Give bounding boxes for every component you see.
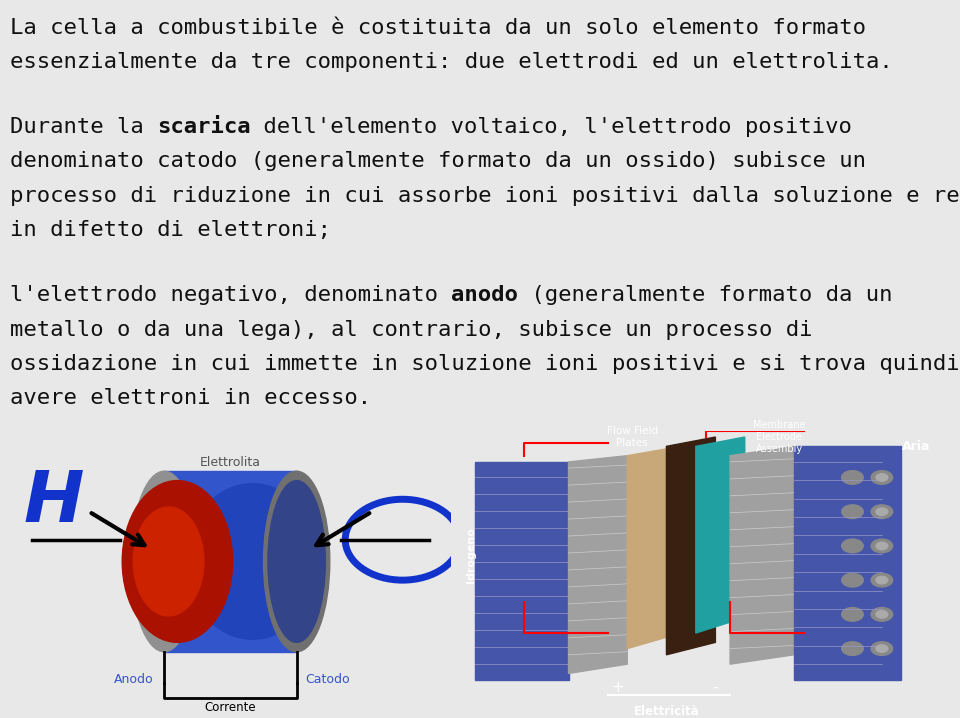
Text: in difetto di elettroni;: in difetto di elettroni;: [10, 220, 330, 241]
Ellipse shape: [122, 480, 232, 643]
Text: processo di riduzione in cui assorbe ioni positivi dalla soluzione e resta: processo di riduzione in cui assorbe ion…: [10, 186, 960, 206]
Polygon shape: [696, 437, 745, 633]
Polygon shape: [568, 456, 627, 673]
Ellipse shape: [131, 471, 198, 652]
Text: Membrane
Electrode
Assembly: Membrane Electrode Assembly: [753, 421, 805, 454]
Circle shape: [842, 573, 863, 587]
Ellipse shape: [263, 471, 330, 652]
Text: La cella a combustibile è costituita da un solo elemento formato: La cella a combustibile è costituita da …: [10, 18, 866, 38]
Text: ossidazione in cui immette in soluzione ioni positivi e si trova quindi ad: ossidazione in cui immette in soluzione …: [10, 354, 960, 374]
Text: denominato catodo (generalmente formato da un ossido) subisce un: denominato catodo (generalmente formato …: [10, 151, 866, 172]
Text: (generalmente formato da un: (generalmente formato da un: [517, 285, 893, 305]
Circle shape: [876, 542, 888, 550]
Polygon shape: [794, 447, 901, 680]
Circle shape: [876, 610, 888, 618]
Circle shape: [842, 642, 863, 656]
Text: Flow Field
Plates: Flow Field Plates: [607, 426, 658, 448]
Text: O: O: [368, 468, 429, 537]
Polygon shape: [475, 462, 568, 680]
Text: +: +: [612, 680, 624, 695]
Text: Idrogeno: Idrogeno: [466, 527, 475, 583]
Bar: [164, 471, 297, 652]
Polygon shape: [730, 447, 794, 664]
Text: anodo: anodo: [451, 285, 517, 305]
Text: metallo o da una lega), al contrario, subisce un processo di: metallo o da una lega), al contrario, su…: [10, 320, 812, 340]
Circle shape: [842, 539, 863, 553]
Text: essenzialmente da tre componenti: due elettrodi ed un elettrolita.: essenzialmente da tre componenti: due el…: [10, 52, 893, 73]
Circle shape: [842, 607, 863, 621]
Circle shape: [876, 577, 888, 584]
Text: dell'elemento voltaico, l'elettrodo positivo: dell'elemento voltaico, l'elettrodo posi…: [251, 117, 852, 137]
Polygon shape: [627, 447, 682, 648]
Polygon shape: [666, 437, 715, 655]
Circle shape: [871, 505, 893, 518]
Text: Aria: Aria: [902, 440, 930, 453]
Text: Durante la: Durante la: [10, 117, 156, 137]
Text: scarica: scarica: [156, 117, 251, 137]
Circle shape: [871, 539, 893, 553]
Text: l'elettrodo negativo, denominato: l'elettrodo negativo, denominato: [10, 285, 451, 305]
Text: -: -: [712, 680, 718, 695]
Circle shape: [871, 573, 893, 587]
Ellipse shape: [133, 507, 204, 616]
Circle shape: [871, 607, 893, 621]
Circle shape: [876, 508, 888, 516]
Circle shape: [842, 470, 863, 485]
Circle shape: [871, 642, 893, 656]
Ellipse shape: [186, 484, 319, 639]
Circle shape: [842, 505, 863, 518]
Text: Catodo: Catodo: [305, 673, 349, 686]
Text: Corrente: Corrente: [204, 701, 256, 714]
Text: Elettrolita: Elettrolita: [200, 456, 261, 469]
Text: Anodo: Anodo: [113, 673, 153, 686]
Circle shape: [876, 645, 888, 653]
Text: avere elettroni in eccesso.: avere elettroni in eccesso.: [10, 388, 371, 409]
Circle shape: [871, 470, 893, 485]
Circle shape: [876, 474, 888, 481]
Ellipse shape: [268, 480, 325, 643]
Text: H: H: [23, 468, 84, 537]
Text: Elettricità: Elettricità: [634, 704, 699, 717]
